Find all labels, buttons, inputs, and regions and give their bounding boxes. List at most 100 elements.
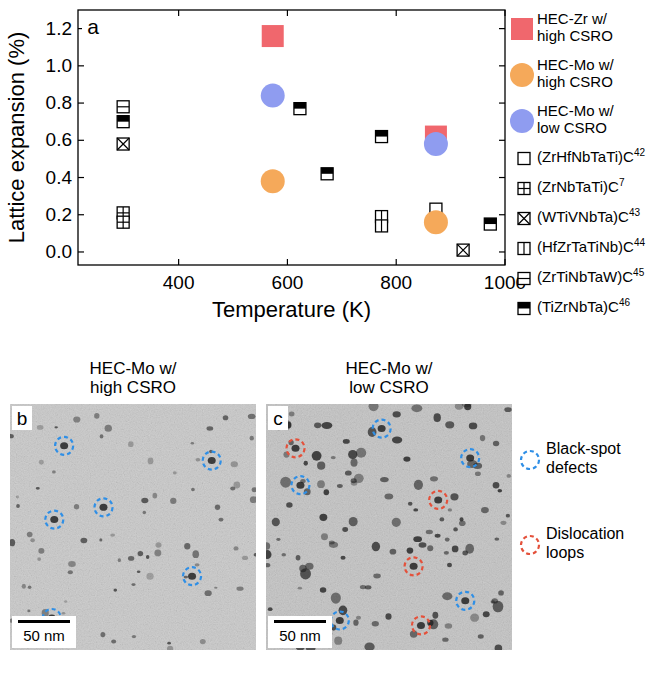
marker-bg [518, 303, 530, 315]
tem-spot [52, 470, 56, 473]
marker-line [123, 216, 124, 228]
tem-spot [435, 534, 441, 538]
legend-label-line: (HfZrTaTiNb)C [537, 238, 634, 255]
x-tick-top [504, 10, 505, 16]
tem-spot [141, 498, 148, 503]
tem-spot [331, 592, 341, 603]
tem-spot [152, 493, 157, 499]
marker-bg [117, 216, 129, 228]
image-legend-label: Dislocationloops [546, 525, 624, 561]
tem-background [266, 404, 512, 650]
scale-bar-label: 50 nm [279, 627, 321, 644]
tem-spot [414, 480, 423, 490]
legend-label: HEC-Mo w/low CSRO [537, 102, 615, 136]
marker-outline [518, 213, 530, 225]
tem-spot [498, 489, 503, 492]
x-tick-top [287, 10, 288, 16]
legend-ref: 44 [634, 237, 646, 248]
tem-spot [16, 504, 20, 508]
y-tick-right [499, 214, 505, 215]
tem-spot [504, 407, 511, 412]
tem-spot [286, 502, 292, 508]
legend-marker [518, 153, 530, 165]
data-point [376, 131, 388, 143]
tem-spot [143, 511, 146, 515]
image-legend-label: Black-spotdefects [546, 440, 621, 476]
tem-defect [208, 457, 216, 464]
marker-bg [518, 183, 530, 195]
legend-label: (ZrTiNbTaW)C45 [537, 267, 645, 285]
tem-spot [372, 621, 379, 626]
y-tick [78, 177, 84, 178]
tem-spot [62, 612, 66, 615]
x-tick-top [178, 10, 179, 16]
tem-spot [68, 561, 76, 567]
tem-spot [248, 414, 256, 419]
tem-spot [250, 496, 256, 503]
tem-defect [417, 622, 425, 629]
tem-spot [427, 545, 433, 551]
tem-spot [215, 505, 220, 510]
tem-spot [156, 542, 162, 547]
tem-spot [411, 405, 422, 413]
tem-spot [385, 613, 391, 619]
tem-spot [10, 539, 15, 546]
defect-circle [429, 491, 447, 509]
marker-outline [457, 244, 469, 256]
tem-spot [27, 610, 30, 613]
marker-circle [261, 84, 285, 108]
y-tick [78, 102, 84, 103]
data-point [261, 169, 285, 193]
tem-spot [460, 517, 464, 521]
tem-spot [281, 553, 286, 556]
tem-spot [167, 646, 173, 650]
marker-half [376, 131, 388, 137]
tem-spot [94, 413, 99, 419]
marker-outline [518, 183, 530, 195]
tem-spot [372, 542, 380, 552]
marker-outline [321, 168, 333, 180]
defect-circle [412, 616, 430, 634]
tem-spot [369, 404, 379, 411]
tem-spot [495, 645, 503, 650]
tem-spot [254, 553, 256, 557]
legend-label-line: (ZrTiNbTaW)C [537, 268, 633, 285]
tem-spot [494, 537, 499, 540]
tem-spot [493, 482, 500, 489]
marker-line [518, 278, 530, 279]
tem-spot [184, 543, 190, 550]
tem-spot [28, 586, 32, 589]
legend-label: (HfZrTaTiNb)C44 [537, 237, 645, 255]
tem-spot [413, 536, 422, 542]
legend-label: (TiZrNbTa)C46 [537, 297, 630, 315]
tem-defect [188, 573, 196, 580]
legend-marker [518, 183, 530, 195]
panel-letter: b [17, 408, 28, 429]
tem-spot [469, 423, 477, 430]
tem-spot [233, 546, 238, 550]
marker-outline [518, 273, 530, 285]
tem-spot [250, 436, 254, 441]
data-point [424, 132, 448, 156]
tem-spot [342, 527, 348, 532]
marker-outline [484, 218, 496, 230]
tem-spot [353, 620, 358, 626]
tem-spot [268, 607, 273, 611]
tem-spot [36, 487, 40, 490]
tem-spot [312, 451, 322, 461]
y-tick-label: 0.6 [46, 129, 72, 150]
defect-circle [55, 437, 73, 455]
defect-circle [291, 476, 309, 494]
tem-spot [340, 556, 345, 560]
tem-spot [111, 640, 116, 644]
tem-spot [444, 551, 449, 555]
figure: 40060080010000.00.20.40.60.81.01.2Temper… [0, 0, 666, 699]
tem-spot [10, 434, 14, 438]
tem-spot [304, 461, 308, 466]
marker-outline [117, 216, 129, 228]
x-tick [504, 259, 505, 265]
x-tick-label: 800 [380, 272, 412, 293]
panel-letter: a [87, 15, 99, 38]
tem-spot [343, 439, 350, 444]
tem-spot [184, 576, 189, 579]
